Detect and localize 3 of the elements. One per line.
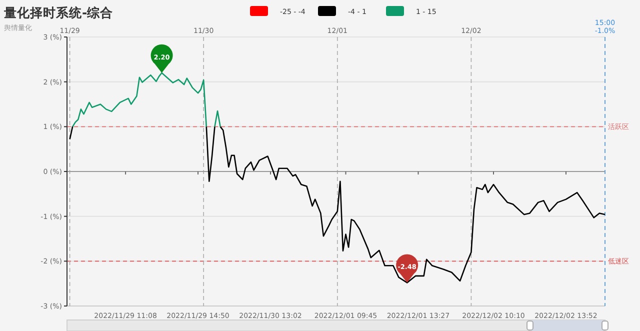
line-series: [220, 126, 606, 284]
line-series: [72, 72, 208, 128]
chart-title: 量化择时系统-综合: [3, 5, 114, 20]
